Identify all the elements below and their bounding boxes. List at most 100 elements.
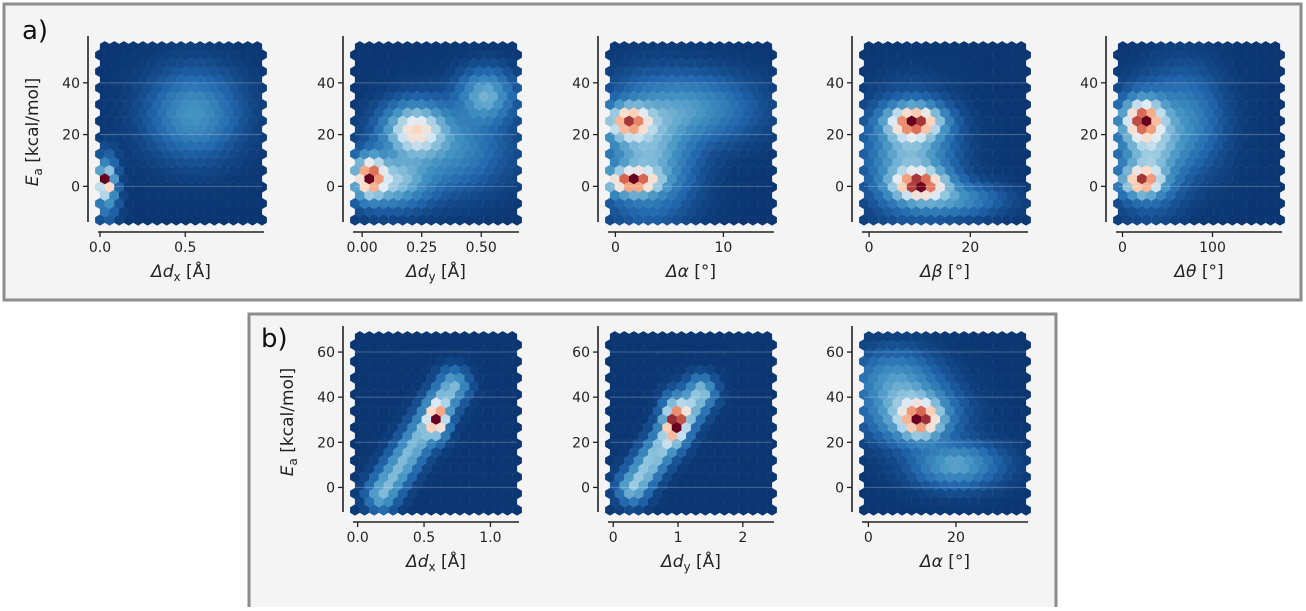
hexbin-cell xyxy=(128,41,139,53)
hexbin-cell xyxy=(157,206,167,218)
hexbin-cell xyxy=(752,41,763,53)
hexbin-cell xyxy=(161,98,172,111)
hexbin-cell xyxy=(152,49,162,61)
hexbin-cell xyxy=(1151,115,1161,127)
hexbin-cell xyxy=(1160,181,1171,193)
hexbin-cell xyxy=(930,446,941,458)
hexbin-cell xyxy=(940,364,950,376)
hexbin-cell xyxy=(228,197,239,210)
hexbin-cell xyxy=(964,214,974,226)
hexbin-cell xyxy=(512,197,522,210)
hexbin-cell xyxy=(968,380,979,392)
hexbin-cell xyxy=(1179,148,1190,160)
hexbin-cell xyxy=(1011,421,1022,434)
hexbin-cell xyxy=(762,479,773,491)
hexbin-cell xyxy=(474,355,484,368)
hexbin-cell xyxy=(949,496,960,508)
hexbin-cell xyxy=(374,107,384,119)
hexbin-cell xyxy=(378,487,389,500)
hexbin-cell xyxy=(223,156,234,168)
hexbin-cell xyxy=(507,347,518,359)
hexbin-cell xyxy=(700,355,711,368)
hexbin-cell xyxy=(1246,197,1257,210)
hexbin-cell xyxy=(416,131,427,144)
hexbin-cell xyxy=(605,164,615,177)
hexbin-cell xyxy=(431,173,441,185)
hexbin-cell xyxy=(431,380,441,392)
hexbin-cell xyxy=(1237,82,1247,94)
hexbin-cell xyxy=(767,388,777,401)
hexbin-cell xyxy=(493,405,503,417)
hexbin-cell xyxy=(252,41,263,53)
hexbin-cell xyxy=(738,49,749,61)
hexbin-cell xyxy=(921,57,931,69)
hexbin-cell xyxy=(657,331,668,343)
hexbin-cell xyxy=(652,65,663,78)
hexbin-cell xyxy=(464,197,475,210)
hexbin-cell xyxy=(968,206,979,218)
hexbin-cell xyxy=(374,57,384,69)
hexbin-cell xyxy=(180,148,191,160)
hexbin-cell xyxy=(614,82,625,94)
hexbin-cell xyxy=(1122,181,1133,193)
y-tick-label: 40 xyxy=(317,76,335,92)
hexbin-cell xyxy=(700,197,711,210)
hexbin-cell xyxy=(469,380,479,392)
hexbin-cell xyxy=(119,189,129,201)
hexbin-cell xyxy=(911,347,922,359)
hexbin-cell xyxy=(690,421,701,434)
hexbin-cell xyxy=(483,421,494,434)
hexbin-cell xyxy=(455,454,465,467)
hexbin-cell xyxy=(997,90,1007,102)
hexbin-cell xyxy=(402,206,413,218)
hexbin-cell xyxy=(863,413,874,425)
hexbin-cell xyxy=(757,339,768,351)
hexbin-cell xyxy=(662,471,672,483)
hexbin-cell xyxy=(242,107,253,119)
hexbin-cell xyxy=(238,214,248,226)
hexbin-cell xyxy=(724,107,734,119)
hexbin-cell xyxy=(431,189,441,201)
hexbin-cell xyxy=(614,148,625,160)
hexbin-cell xyxy=(359,339,370,351)
hexbin-cell xyxy=(354,156,365,168)
hexbin-cell xyxy=(450,364,460,376)
hexbin-cell xyxy=(204,206,215,218)
hexbin-cell xyxy=(450,156,460,168)
hexbin-cell xyxy=(421,107,432,119)
hexbin-cell xyxy=(190,82,201,94)
hexbin-cell xyxy=(662,115,672,127)
hexbin-cell xyxy=(944,115,955,127)
hexbin-cell xyxy=(426,438,437,450)
hexbin-cell xyxy=(1208,131,1219,144)
hexbin-cell xyxy=(257,115,267,127)
hexbin-cell xyxy=(104,49,115,61)
hexbin-cell xyxy=(883,74,893,86)
hexbin-cell xyxy=(633,438,644,450)
hexbin-cell xyxy=(638,156,649,168)
hexbin-cell xyxy=(123,214,134,226)
hexbin-cell xyxy=(629,156,639,168)
hexbin-cell xyxy=(605,131,615,144)
hexbin-cell xyxy=(714,57,725,69)
hexbin-cell xyxy=(1275,197,1285,210)
hexbin-cell xyxy=(911,156,922,168)
hexbin-cell xyxy=(247,82,258,94)
hexbin-cell xyxy=(464,82,475,94)
hexbin-cell xyxy=(729,372,739,384)
hexbin-cell xyxy=(1160,115,1171,127)
hexbin-cell xyxy=(138,90,148,102)
y-tick-label: 40 xyxy=(317,390,335,406)
hexbin-cell xyxy=(369,98,379,111)
hexbin-cell xyxy=(483,504,494,516)
hexbin-cell xyxy=(944,471,955,483)
hexbin-cell xyxy=(104,131,115,144)
hexbin-cell xyxy=(1122,214,1133,226)
hexbin-cell xyxy=(911,57,922,69)
hexbin-cell xyxy=(166,140,177,152)
hexbin-cell xyxy=(695,397,706,409)
hexbin-cell xyxy=(455,131,465,144)
hexbin-cell xyxy=(724,123,734,135)
hexbin-cell xyxy=(507,123,518,135)
hexbin-cell xyxy=(1127,189,1138,201)
